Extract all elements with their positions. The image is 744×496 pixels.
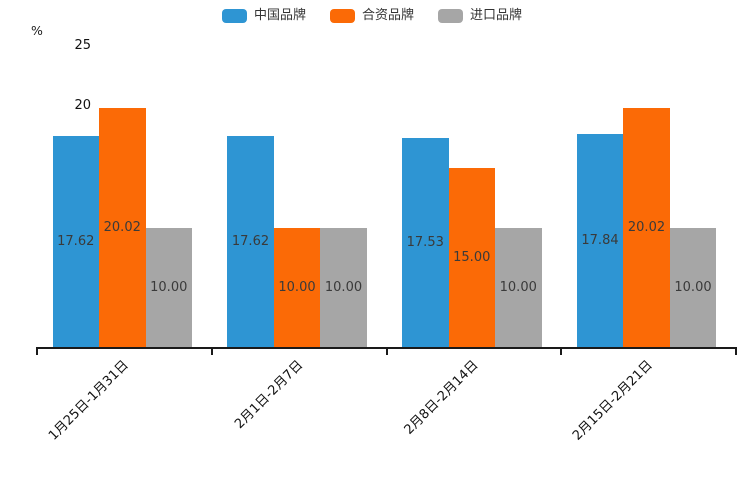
x-axis-tick xyxy=(385,349,388,355)
bar-series1-cat2: 15.00 xyxy=(448,167,495,347)
bar-series0-cat3: 17.84 xyxy=(576,133,624,347)
y-tick-label: 25 xyxy=(74,38,91,54)
x-axis-tick xyxy=(560,349,563,355)
x-axis-line xyxy=(36,347,737,349)
bar-value-label: 17.53 xyxy=(406,234,444,250)
legend-item-1[interactable]: 合资品牌 xyxy=(329,8,414,24)
bar-value-label: 17.62 xyxy=(57,234,95,250)
bar-value-label: 17.84 xyxy=(581,232,619,248)
bar-value-label: 10.00 xyxy=(499,279,537,295)
bar-value-label: 20.02 xyxy=(103,219,141,235)
x-category-label: 2月15日-2月21日 xyxy=(570,357,656,444)
bar-series0-cat0: 17.62 xyxy=(52,136,99,347)
bar-series0-cat2: 17.53 xyxy=(402,137,449,347)
bar-value-label: 10.00 xyxy=(324,279,363,295)
bar-value-label: 20.02 xyxy=(627,219,666,235)
y-tick-label: 20 xyxy=(74,98,91,113)
legend-label: 中国品牌 xyxy=(253,8,306,23)
bar-series1-cat0: 20.02 xyxy=(99,107,146,347)
x-axis-tick xyxy=(210,349,213,355)
bar-value-label: 17.62 xyxy=(231,234,270,250)
bar-value-label: 10.00 xyxy=(150,279,188,295)
bar-value-label: 10.00 xyxy=(674,279,712,295)
x-category-label: 2月8日-2月14日 xyxy=(401,357,482,438)
x-axis-tick xyxy=(36,349,38,355)
legend-swatch-icon xyxy=(438,9,463,23)
legend-label: 进口品牌 xyxy=(470,8,523,23)
bar-series2-cat3: 10.00 xyxy=(669,227,717,347)
bar-value-label: 10.00 xyxy=(278,279,316,295)
bar-series1-cat3: 20.02 xyxy=(623,107,670,347)
legend-label: 合资品牌 xyxy=(361,8,414,23)
bar-series2-cat2: 10.00 xyxy=(495,227,542,347)
x-axis-tick xyxy=(735,349,737,355)
bar-value-label: 15.00 xyxy=(453,249,491,265)
bar-series2-cat1: 10.00 xyxy=(320,227,367,347)
x-category-label: 2月1日-2月7日 xyxy=(232,357,307,432)
legend-swatch-icon xyxy=(221,9,247,23)
legend-swatch-icon xyxy=(329,9,355,23)
bar-series2-cat0: 10.00 xyxy=(145,227,192,347)
legend-item-0[interactable]: 中国品牌 xyxy=(221,8,306,24)
legend-item-2[interactable]: 进口品牌 xyxy=(438,8,522,24)
chart-legend: 中国品牌 合资品牌 进口品牌 xyxy=(0,8,744,24)
x-category-label: 1月25日-1月31日 xyxy=(45,357,132,444)
y-axis-unit-label: % xyxy=(31,23,43,38)
bar-series1-cat1: 10.00 xyxy=(273,227,321,347)
bar-series0-cat1: 17.62 xyxy=(227,136,274,347)
